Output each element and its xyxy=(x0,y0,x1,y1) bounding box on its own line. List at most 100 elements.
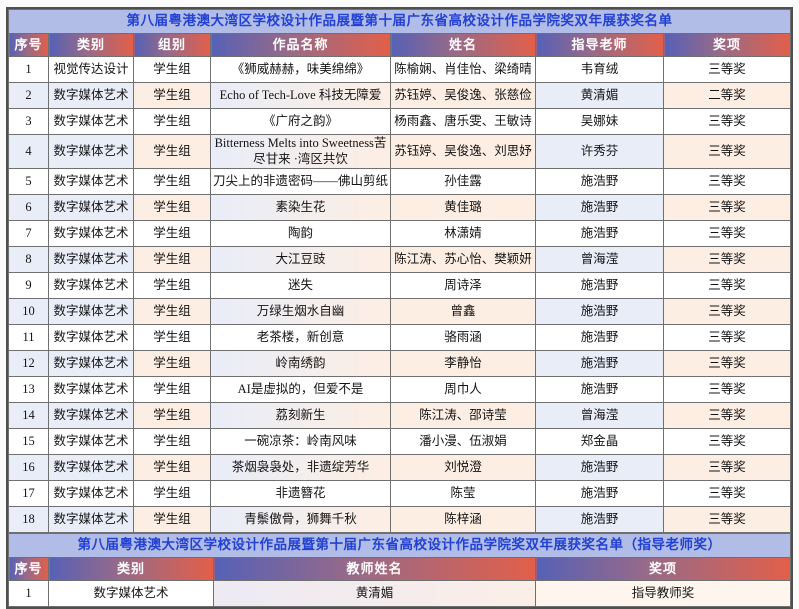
table-cell: 苏钰婷、吴俊逸、刘思妤 xyxy=(390,133,536,170)
table-title-row: 第八届粤港澳大湾区学校设计作品展暨第十届广东省高校设计作品学院奖双年展获奖名单（… xyxy=(8,533,791,559)
table-cell: 学生组 xyxy=(133,402,211,430)
table-cell: 数字媒体艺术 xyxy=(48,246,134,274)
table-cell: 学生组 xyxy=(133,82,211,109)
table-cell: 二等奖 xyxy=(662,82,792,109)
table-cell: 三等奖 xyxy=(662,454,792,482)
table-row: 18 数字媒体艺术 学生组 青鬃傲骨，狮舞千秋 陈梓涵 施浩野 三等奖 xyxy=(8,506,792,534)
column-header: 类别 xyxy=(48,557,214,582)
table-cell: 数字媒体艺术 xyxy=(48,272,134,300)
table-cell: 15 xyxy=(8,428,49,456)
table-cell: 施浩野 xyxy=(535,324,664,352)
table-row: 3 数字媒体艺术 学生组 《广府之韵》 杨雨鑫、唐乐雯、王敏诗 吴娜妹 三等奖 xyxy=(8,108,792,135)
table-cell: 周巾人 xyxy=(390,376,536,404)
table-cell: 学生组 xyxy=(133,428,211,456)
table-cell: 学生组 xyxy=(133,454,211,482)
table-row: 15 数字媒体艺术 学生组 一碗凉茶：岭南风味 潘小漫、伍淑娟 郑金晶 三等奖 xyxy=(8,428,792,456)
table-row: 16 数字媒体艺术 学生组 茶烟袅袅处，非遗绽芳华 刘悦澄 施浩野 三等奖 xyxy=(8,454,792,482)
table-cell: 施浩野 xyxy=(535,376,664,404)
table-title: 第八届粤港澳大湾区学校设计作品展暨第十届广东省高校设计作品学院奖双年展获奖名单（… xyxy=(8,533,791,559)
column-header: 奖项 xyxy=(662,33,792,57)
table-row: 8 数字媒体艺术 学生组 大江豆豉 陈江涛、苏心怡、樊颖妍 曾海滢 三等奖 xyxy=(8,246,792,274)
table-cell: 三等奖 xyxy=(662,324,792,352)
table-cell: 数字媒体艺术 xyxy=(48,428,134,456)
table-cell: Bitterness Melts into Sweetness苦尽甘来 ·湾区共… xyxy=(210,133,391,170)
table-row: 2 数字媒体艺术 学生组 Echo of Tech-Love 科技无障爱 苏钰婷、吴俊逸… xyxy=(8,82,792,109)
table-cell: 三等奖 xyxy=(662,402,792,430)
table-cell: 学生组 xyxy=(133,246,211,274)
table-cell: 陈榆娴、肖佳怡、梁绮晴 xyxy=(390,56,536,83)
table-cell: 曾海滢 xyxy=(535,402,664,430)
table-cell: 茶烟袅袅处，非遗绽芳华 xyxy=(210,454,391,482)
table-cell: 3 xyxy=(8,108,49,135)
table-cell: 韦育绒 xyxy=(535,56,664,83)
table-cell: 5 xyxy=(8,168,49,196)
table-cell: 2 xyxy=(8,82,49,109)
table-cell: 郑金晶 xyxy=(535,428,664,456)
table-cell: AI是虚拟的，但爱不是 xyxy=(210,376,391,404)
table-title: 第八届粤港澳大湾区学校设计作品展暨第十届广东省高校设计作品学院奖双年展获奖名单 xyxy=(7,9,792,34)
table-cell: 潘小漫、伍淑娟 xyxy=(390,428,536,456)
column-header: 指导老师 xyxy=(535,33,664,57)
table-cell: 岭南绣韵 xyxy=(210,350,391,378)
table-cell: 13 xyxy=(8,376,49,404)
table-cell: 《狮威赫赫，味美绵绵》 xyxy=(210,56,391,83)
column-header: 作品名称 xyxy=(210,33,391,57)
table-cell: 学生组 xyxy=(133,220,211,248)
table-row: 13 数字媒体艺术 学生组 AI是虚拟的，但爱不是 周巾人 施浩野 三等奖 xyxy=(8,376,792,404)
awards-table-teacher: 第八届粤港澳大湾区学校设计作品展暨第十届广东省高校设计作品学院奖双年展获奖名单（… xyxy=(8,533,791,608)
table-cell: 视觉传达设计 xyxy=(48,56,134,83)
table-cell: 陈梓涵 xyxy=(390,506,536,534)
table-cell: 数字媒体艺术 xyxy=(48,402,134,430)
table-cell: 周诗泽 xyxy=(390,272,536,300)
table-cell: 杨雨鑫、唐乐雯、王敏诗 xyxy=(390,108,536,135)
table-header-row: 序号 类别 组别 作品名称 姓名 指导老师 奖项 xyxy=(8,33,792,57)
table-title-row: 第八届粤港澳大湾区学校设计作品展暨第十届广东省高校设计作品学院奖双年展获奖名单 xyxy=(7,9,792,34)
table-cell: 数字媒体艺术 xyxy=(48,506,134,534)
table-cell: 三等奖 xyxy=(662,272,792,300)
table-cell: 施浩野 xyxy=(535,220,664,248)
table-cell: 数字媒体艺术 xyxy=(48,324,134,352)
table-cell: 素染生花 xyxy=(210,194,391,222)
table-cell: 学生组 xyxy=(133,480,211,508)
table-cell: 17 xyxy=(8,480,49,508)
column-header: 姓名 xyxy=(390,33,536,57)
table-cell: 孙佳露 xyxy=(390,168,536,196)
table-row: 1 数字媒体艺术 黄清媚 指导教师奖 xyxy=(8,580,791,608)
table-cell: 数字媒体艺术 xyxy=(48,376,134,404)
table-cell: 林潇婧 xyxy=(390,220,536,248)
table-cell: 学生组 xyxy=(133,350,211,378)
table-cell: 学生组 xyxy=(133,56,211,83)
table-cell: 施浩野 xyxy=(535,194,664,222)
table-cell: 11 xyxy=(8,324,49,352)
table-cell: 三等奖 xyxy=(662,56,792,83)
table-cell: 三等奖 xyxy=(662,108,792,135)
table-row: 7 数字媒体艺术 学生组 陶韵 林潇婧 施浩野 三等奖 xyxy=(8,220,792,248)
table-row: 11 数字媒体艺术 学生组 老茶楼，新创意 骆雨涵 施浩野 三等奖 xyxy=(8,324,792,352)
table-cell: 8 xyxy=(8,246,49,274)
table-cell: 数字媒体艺术 xyxy=(48,133,134,170)
table-cell: 12 xyxy=(8,350,49,378)
table-cell: 4 xyxy=(8,133,49,170)
column-header: 教师姓名 xyxy=(213,557,536,582)
table-cell: 非遗簪花 xyxy=(210,480,391,508)
table-cell: 三等奖 xyxy=(662,298,792,326)
table-cell: 指导教师奖 xyxy=(535,580,791,608)
table-header-row: 序号 类别 教师姓名 奖项 xyxy=(8,557,791,582)
table-row: 9 数字媒体艺术 学生组 迷失 周诗泽 施浩野 三等奖 xyxy=(8,272,792,300)
table-cell: 学生组 xyxy=(133,272,211,300)
table-cell: 三等奖 xyxy=(662,506,792,534)
table-cell: 数字媒体艺术 xyxy=(48,454,134,482)
table-row: 5 数字媒体艺术 学生组 刀尖上的非遗密码——佛山剪纸 孙佳露 施浩野 三等奖 xyxy=(8,168,792,196)
table-cell: 施浩野 xyxy=(535,506,664,534)
table-cell: 学生组 xyxy=(133,194,211,222)
table-cell: 青鬃傲骨，狮舞千秋 xyxy=(210,506,391,534)
table-cell: 14 xyxy=(8,402,49,430)
awards-sheet: 第八届粤港澳大湾区学校设计作品展暨第十届广东省高校设计作品学院奖双年展获奖名单 … xyxy=(6,7,793,609)
table-cell: 施浩野 xyxy=(535,350,664,378)
table-cell: 施浩野 xyxy=(535,480,664,508)
table-cell: 许秀芬 xyxy=(535,133,664,170)
column-header: 类别 xyxy=(48,33,134,57)
table-cell: 骆雨涵 xyxy=(390,324,536,352)
table-cell: 荔刻新生 xyxy=(210,402,391,430)
table-cell: 李静怡 xyxy=(390,350,536,378)
